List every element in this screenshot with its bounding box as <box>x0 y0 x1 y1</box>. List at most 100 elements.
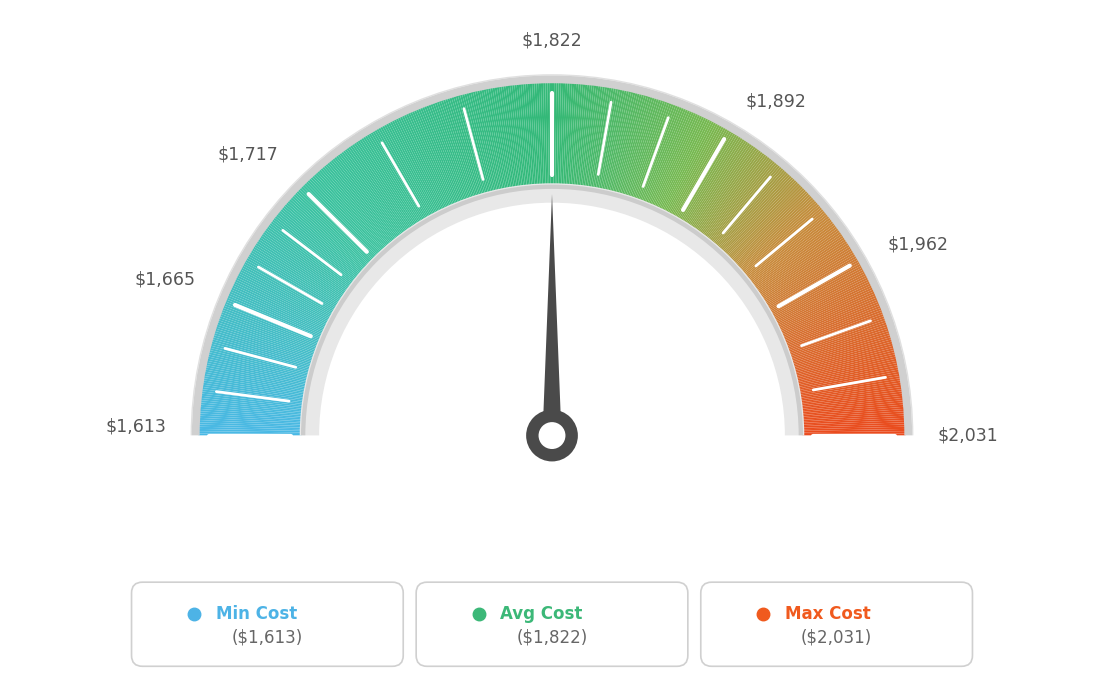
Wedge shape <box>803 433 905 435</box>
Wedge shape <box>665 119 712 213</box>
Wedge shape <box>314 173 384 251</box>
Wedge shape <box>763 244 850 302</box>
Wedge shape <box>414 109 456 206</box>
Wedge shape <box>793 341 893 371</box>
Wedge shape <box>781 291 875 335</box>
Wedge shape <box>699 150 762 234</box>
Wedge shape <box>223 304 320 344</box>
Wedge shape <box>222 308 319 346</box>
Wedge shape <box>283 205 362 274</box>
Wedge shape <box>256 241 343 299</box>
Wedge shape <box>802 417 905 424</box>
Wedge shape <box>797 367 900 388</box>
Wedge shape <box>698 148 760 233</box>
Wedge shape <box>545 82 549 186</box>
Wedge shape <box>528 83 537 186</box>
Wedge shape <box>449 97 480 196</box>
Wedge shape <box>204 371 306 392</box>
Wedge shape <box>199 424 302 429</box>
Wedge shape <box>598 88 620 190</box>
Wedge shape <box>707 157 772 240</box>
Wedge shape <box>417 108 458 204</box>
Wedge shape <box>772 265 863 317</box>
Wedge shape <box>709 160 776 242</box>
Wedge shape <box>609 92 636 193</box>
Wedge shape <box>367 133 422 223</box>
Wedge shape <box>259 235 346 295</box>
Wedge shape <box>274 215 357 281</box>
Wedge shape <box>200 402 302 413</box>
Wedge shape <box>532 82 540 186</box>
Wedge shape <box>378 127 431 218</box>
Wedge shape <box>390 121 438 213</box>
Wedge shape <box>220 314 317 351</box>
Wedge shape <box>617 94 646 195</box>
Wedge shape <box>200 398 304 411</box>
Wedge shape <box>238 271 330 321</box>
Wedge shape <box>344 148 406 233</box>
Wedge shape <box>799 384 902 401</box>
Wedge shape <box>562 82 567 186</box>
Wedge shape <box>248 252 338 307</box>
Wedge shape <box>793 337 892 367</box>
Wedge shape <box>315 172 385 250</box>
Wedge shape <box>658 116 704 210</box>
Wedge shape <box>199 433 301 435</box>
Wedge shape <box>264 230 349 291</box>
Wedge shape <box>769 262 861 314</box>
Wedge shape <box>192 75 912 435</box>
Wedge shape <box>733 192 809 264</box>
Wedge shape <box>802 422 905 428</box>
Wedge shape <box>711 163 779 244</box>
Wedge shape <box>715 168 784 247</box>
Wedge shape <box>802 415 905 423</box>
Wedge shape <box>246 255 337 310</box>
Wedge shape <box>802 420 905 426</box>
Wedge shape <box>588 86 605 188</box>
Wedge shape <box>295 192 371 264</box>
Wedge shape <box>519 83 530 186</box>
Wedge shape <box>667 121 716 214</box>
Wedge shape <box>772 267 864 318</box>
Wedge shape <box>514 83 527 187</box>
Wedge shape <box>245 257 336 311</box>
Wedge shape <box>763 246 852 303</box>
Wedge shape <box>800 395 903 409</box>
Wedge shape <box>799 387 903 403</box>
Wedge shape <box>206 361 308 384</box>
Wedge shape <box>362 136 420 224</box>
Wedge shape <box>597 88 618 190</box>
Wedge shape <box>199 411 302 420</box>
Wedge shape <box>458 94 487 195</box>
Wedge shape <box>616 94 645 194</box>
Wedge shape <box>252 246 341 303</box>
Wedge shape <box>629 99 664 198</box>
Wedge shape <box>534 82 541 186</box>
Wedge shape <box>798 371 900 392</box>
Wedge shape <box>779 287 874 332</box>
Wedge shape <box>269 221 353 285</box>
Wedge shape <box>705 156 771 239</box>
Wedge shape <box>454 95 484 195</box>
Wedge shape <box>795 354 896 380</box>
Wedge shape <box>764 248 853 304</box>
Wedge shape <box>447 97 479 197</box>
Wedge shape <box>745 210 826 277</box>
Wedge shape <box>703 153 767 237</box>
Wedge shape <box>497 86 514 188</box>
Wedge shape <box>299 187 374 261</box>
Wedge shape <box>572 83 583 186</box>
Wedge shape <box>802 413 905 422</box>
Wedge shape <box>402 115 447 209</box>
Wedge shape <box>590 86 607 188</box>
Wedge shape <box>686 137 743 225</box>
Wedge shape <box>779 289 874 333</box>
Wedge shape <box>342 150 405 234</box>
Wedge shape <box>213 333 312 364</box>
Wedge shape <box>244 259 336 313</box>
Wedge shape <box>618 95 648 195</box>
Wedge shape <box>796 358 898 382</box>
Wedge shape <box>594 87 614 189</box>
Wedge shape <box>464 92 491 193</box>
Wedge shape <box>420 107 460 204</box>
